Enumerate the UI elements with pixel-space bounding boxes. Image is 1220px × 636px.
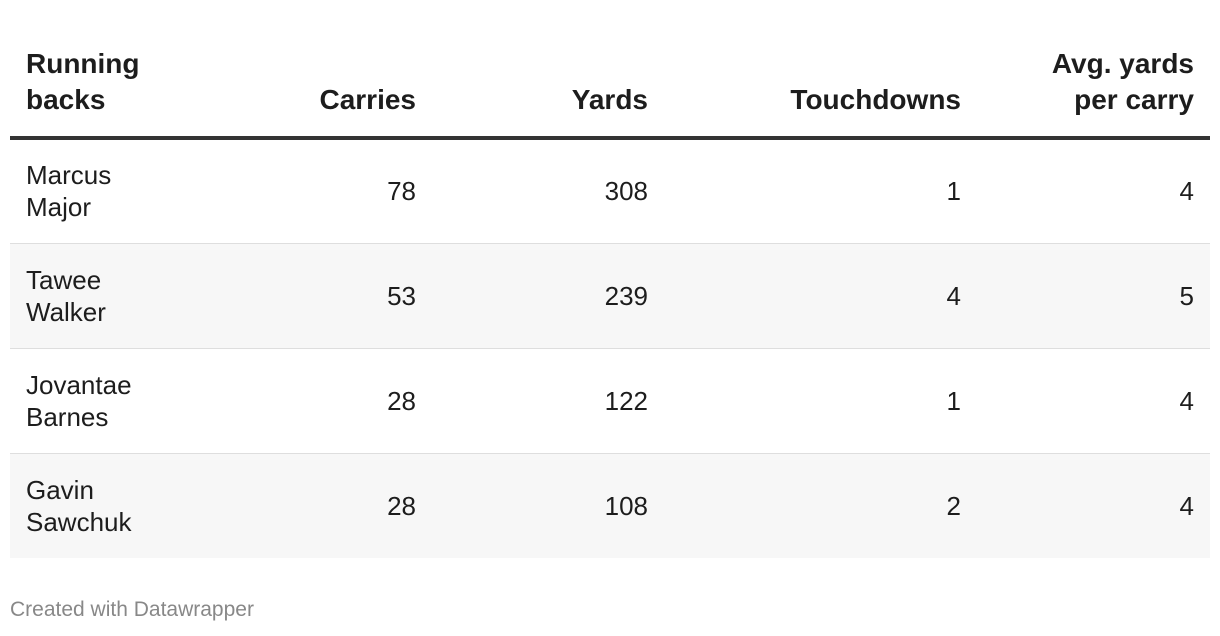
table-row: Marcus Major 78 308 1 4	[10, 138, 1210, 244]
header-avg-line2: per carry	[1074, 84, 1194, 115]
table-row: Jovantae Barnes 28 122 1 4	[10, 348, 1210, 454]
player-first-name: Tawee	[26, 264, 102, 295]
player-last-name: Sawchuk	[26, 506, 132, 537]
cell-carries: 78	[200, 138, 432, 244]
header-avg-yards-per-carry[interactable]: Avg. yards per carry	[977, 30, 1210, 140]
running-backs-table: Running backs Carries Yards Touchdowns A…	[10, 30, 1210, 558]
header-touchdowns[interactable]: Touchdowns	[664, 30, 977, 140]
cell-touchdowns: 1	[664, 348, 977, 454]
table-body: Marcus Major 78 308 1 4 Tawee Walker 53 …	[10, 138, 1210, 558]
cell-yards: 239	[432, 243, 664, 349]
player-last-name: Walker	[26, 296, 106, 327]
header-running-backs-line1: Running	[26, 48, 140, 79]
cell-player-name: Marcus Major	[10, 138, 200, 244]
cell-touchdowns: 2	[664, 453, 977, 558]
cell-player-name: Jovantae Barnes	[10, 348, 200, 454]
player-last-name: Major	[26, 192, 92, 223]
cell-touchdowns: 1	[664, 138, 977, 244]
player-first-name: Jovantae	[26, 369, 132, 400]
cell-avg-yards: 4	[977, 138, 1210, 244]
cell-carries: 28	[200, 348, 432, 454]
cell-yards: 308	[432, 138, 664, 244]
table-header: Running backs Carries Yards Touchdowns A…	[10, 30, 1210, 140]
cell-avg-yards: 4	[977, 348, 1210, 454]
player-first-name: Gavin	[26, 474, 94, 505]
cell-player-name: Gavin Sawchuk	[10, 453, 200, 558]
stats-table-container: Running backs Carries Yards Touchdowns A…	[10, 30, 1210, 558]
player-first-name: Marcus	[26, 160, 112, 191]
table-row: Gavin Sawchuk 28 108 2 4	[10, 453, 1210, 558]
cell-avg-yards: 5	[977, 243, 1210, 349]
cell-touchdowns: 4	[664, 243, 977, 349]
header-avg-line1: Avg. yards	[1051, 48, 1194, 79]
cell-yards: 122	[432, 348, 664, 454]
header-yards[interactable]: Yards	[432, 30, 664, 140]
cell-carries: 28	[200, 453, 432, 558]
table-row: Tawee Walker 53 239 4 5	[10, 243, 1210, 349]
player-last-name: Barnes	[26, 401, 109, 432]
header-running-backs[interactable]: Running backs	[10, 30, 200, 140]
header-running-backs-line2: backs	[26, 84, 106, 115]
cell-yards: 108	[432, 453, 664, 558]
header-row: Running backs Carries Yards Touchdowns A…	[10, 30, 1210, 140]
cell-avg-yards: 4	[977, 453, 1210, 558]
cell-player-name: Tawee Walker	[10, 243, 200, 349]
datawrapper-credit[interactable]: Created with Datawrapper	[10, 598, 254, 621]
header-carries[interactable]: Carries	[200, 30, 432, 140]
cell-carries: 53	[200, 243, 432, 349]
